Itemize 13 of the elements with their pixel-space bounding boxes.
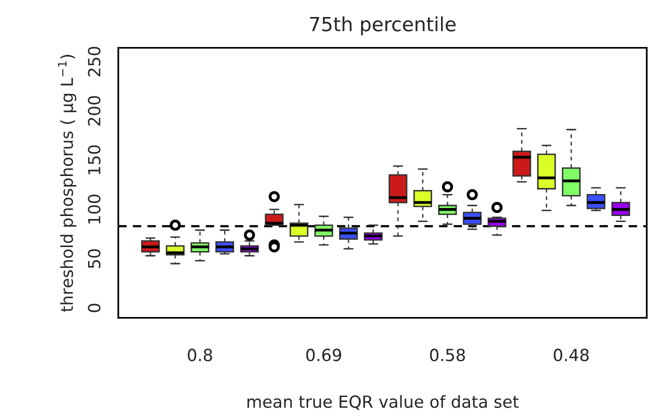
y-tick-label: 250 (88, 46, 100, 76)
y-tick-label: 50 (88, 249, 100, 268)
x-tick-label: 0.69 (306, 348, 342, 362)
x-tick-label: 0.58 (430, 348, 465, 362)
x-axis-title: mean true EQR value of data set (247, 395, 519, 410)
x-tick-label: 0.48 (554, 348, 589, 362)
y-tick-label: 100 (88, 194, 100, 224)
chart-title: 75th percentile (310, 16, 456, 36)
y-tick-label: 200 (88, 96, 100, 126)
y-axis-title: threshold phosphorus ( µg L$^{−1}$) (58, 54, 76, 312)
y-tick-label: 0 (88, 304, 100, 312)
x-tick-label: 0.8 (188, 348, 212, 362)
y-tick-label: 150 (88, 145, 100, 174)
